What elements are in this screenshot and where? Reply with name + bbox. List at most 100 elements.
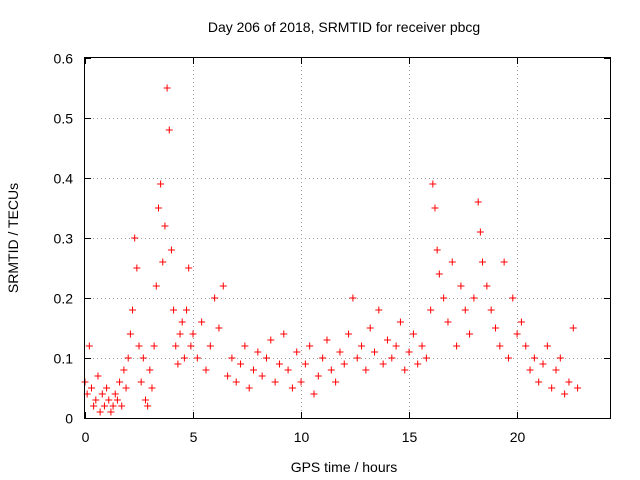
data-point [371, 348, 379, 356]
data-point [530, 354, 538, 362]
data-point [427, 306, 435, 314]
data-point [396, 318, 404, 326]
data-point [552, 366, 560, 374]
data-point [280, 330, 288, 338]
data-point [159, 258, 167, 266]
data-point [139, 354, 147, 362]
data-point [271, 378, 279, 386]
data-point [487, 306, 495, 314]
data-point [414, 360, 422, 368]
data-point [215, 324, 223, 332]
x-tick-labels: 0 5 10 15 20 [82, 429, 526, 445]
data-point [297, 378, 305, 386]
data-point [388, 354, 396, 362]
data-point [105, 396, 113, 404]
x-axis-label: GPS time / hours [291, 459, 398, 475]
data-point [131, 234, 139, 242]
data-point [241, 342, 249, 350]
data-point [152, 282, 160, 290]
data-point [405, 348, 413, 356]
data-point [129, 306, 137, 314]
data-point [440, 294, 448, 302]
data-point [189, 330, 197, 338]
data-point [187, 342, 195, 350]
data-point [96, 408, 104, 416]
data-point [275, 360, 283, 368]
data-point [358, 342, 366, 350]
data-point [314, 372, 322, 380]
x-tick-label: 15 [402, 429, 418, 445]
data-point [258, 372, 266, 380]
data-point [100, 402, 108, 410]
data-point [310, 390, 318, 398]
data-point [165, 126, 173, 134]
data-point [135, 342, 143, 350]
data-point [431, 204, 439, 212]
data-point [569, 324, 577, 332]
data-point [383, 336, 391, 344]
data-point [90, 402, 98, 410]
x-tick-label: 0 [82, 429, 90, 445]
data-point [157, 180, 165, 188]
data-point [288, 384, 296, 392]
data-point [206, 342, 214, 350]
data-point [504, 354, 512, 362]
data-point [448, 258, 456, 266]
y-tick-label: 0.5 [54, 111, 74, 127]
data-point [474, 198, 482, 206]
data-point [332, 378, 340, 386]
data-point [87, 384, 95, 392]
data-point [262, 354, 270, 362]
data-point [109, 402, 117, 410]
data-point [126, 330, 134, 338]
data-point [470, 294, 478, 302]
data-point [219, 282, 227, 290]
data-point [574, 384, 582, 392]
data-point [461, 306, 469, 314]
data-point [429, 180, 437, 188]
data-point [561, 390, 569, 398]
data-point [476, 228, 484, 236]
chart-title: Day 206 of 2018, SRMTID for receiver pbc… [208, 19, 480, 35]
data-point [85, 342, 93, 350]
data-point [107, 408, 115, 416]
data-point [116, 378, 124, 386]
data-point [349, 294, 357, 302]
y-tick-label: 0.1 [54, 351, 74, 367]
data-point [565, 378, 573, 386]
data-point [144, 402, 152, 410]
y-tick-label: 0.3 [54, 231, 74, 247]
data-point [120, 366, 128, 374]
data-point [466, 330, 474, 338]
data-point [250, 366, 258, 374]
data-point [141, 396, 149, 404]
data-point [94, 372, 102, 380]
data-point [137, 378, 145, 386]
data-point [319, 354, 327, 362]
data-point [336, 348, 344, 356]
data-point [444, 318, 452, 326]
data-point [172, 342, 180, 350]
data-point [111, 390, 119, 398]
data-point [293, 348, 301, 356]
grid-lines [85, 58, 610, 418]
data-point [379, 360, 387, 368]
y-tick-label: 0 [65, 411, 73, 427]
data-point [491, 324, 499, 332]
y-tick-label: 0.4 [54, 171, 74, 187]
data-point [245, 384, 253, 392]
x-tick-label: 10 [294, 429, 310, 445]
data-point [340, 360, 348, 368]
data-point [183, 306, 191, 314]
data-point [284, 366, 292, 374]
data-point [92, 396, 100, 404]
data-point [98, 390, 106, 398]
data-point [483, 282, 491, 290]
data-point [185, 264, 193, 272]
data-point [133, 264, 141, 272]
data-point [306, 342, 314, 350]
y-axis-label: SRMTID / TECUs [5, 183, 21, 293]
data-point [435, 270, 443, 278]
data-point [161, 222, 169, 230]
